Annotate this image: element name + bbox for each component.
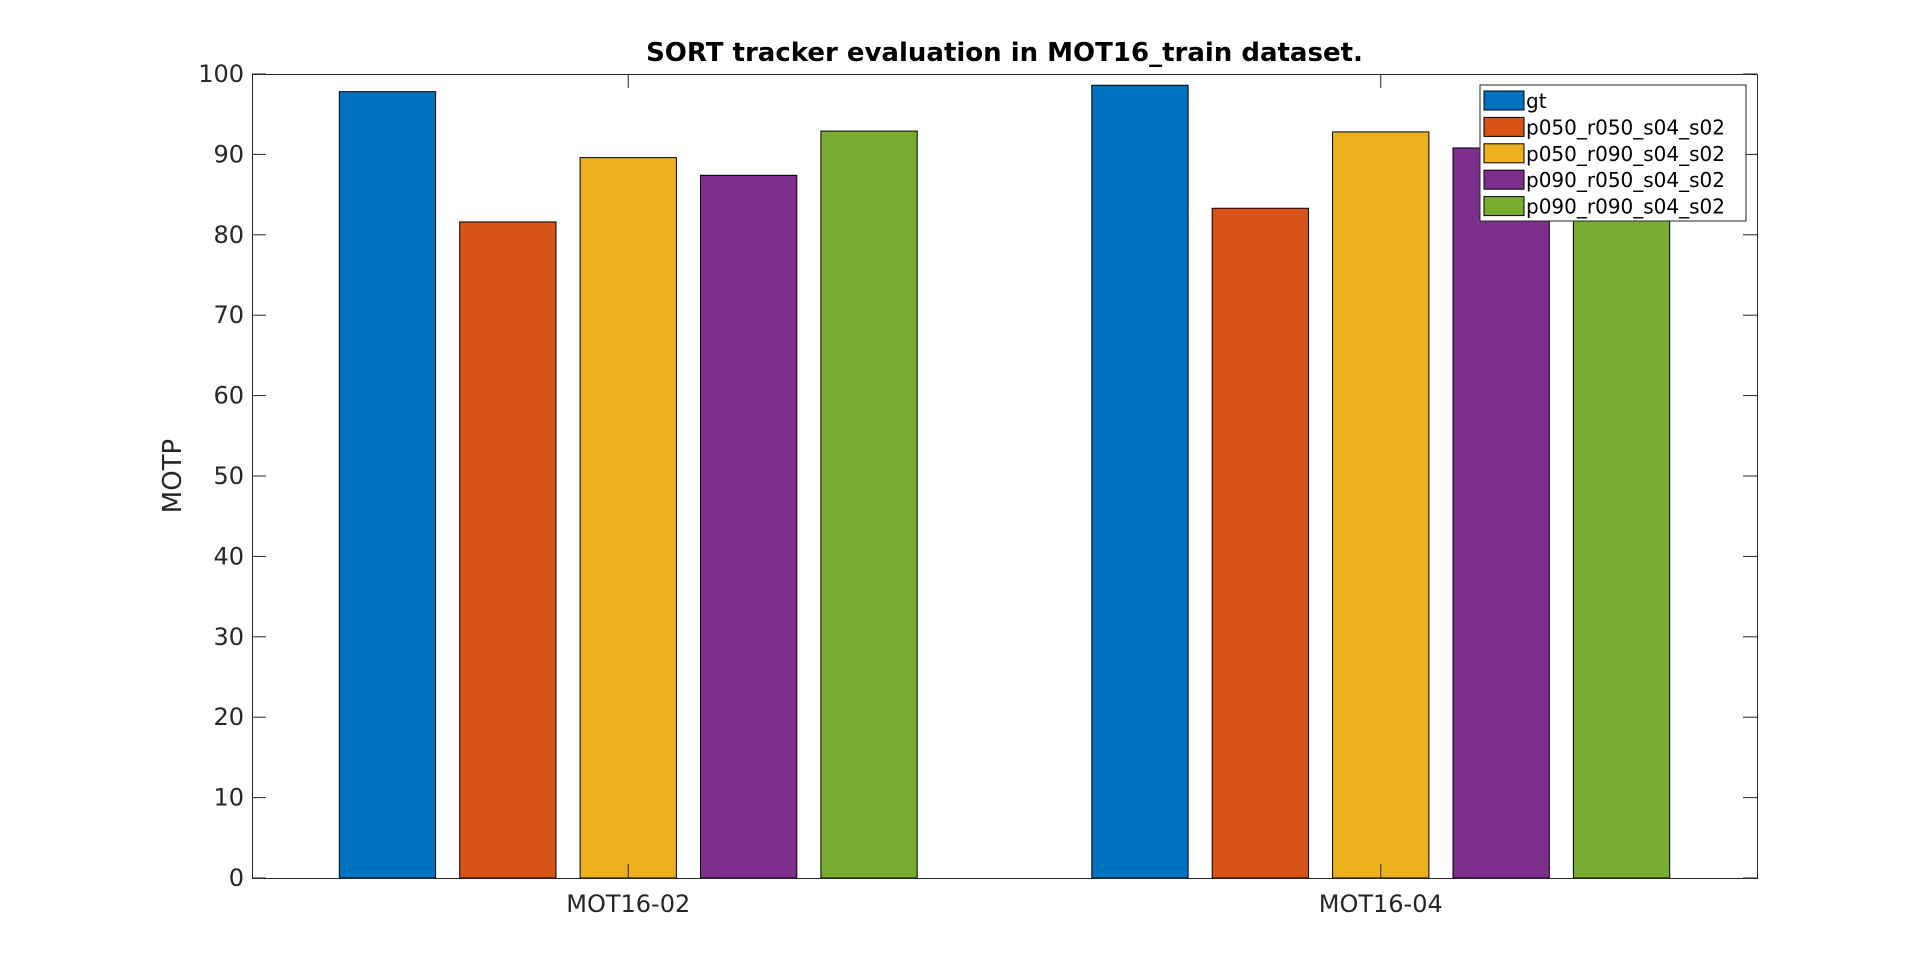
x-tick-label-mot16-02: MOT16-02 <box>566 890 690 918</box>
bar-mot16-02-gt <box>338 91 437 879</box>
y-tick-label: 0 <box>229 864 244 892</box>
chart-title: SORT tracker evaluation in MOT16_train d… <box>646 38 1363 68</box>
legend-label-gt: gt <box>1526 89 1547 113</box>
y-tick-label: 10 <box>213 784 244 812</box>
legend-label-p050-r090-s04-s02: p050_r090_s04_s02 <box>1526 142 1725 166</box>
y-tick-label: 100 <box>198 60 244 88</box>
y-axis-label: MOTP <box>158 439 188 513</box>
bar-mot16-02-p050-r050-s04-s02 <box>459 221 557 879</box>
legend-label-p050-r050-s04-s02: p050_r050_s04_s02 <box>1526 115 1725 139</box>
legend-label-p090-r090-s04-s02: p090_r090_s04_s02 <box>1526 195 1725 219</box>
bar-mot16-04-p090-r050-s04-s02 <box>1452 147 1550 879</box>
bar-mot16-04-p050-r090-s04-s02 <box>1332 131 1430 879</box>
ticks-group: 0 10 20 30 40 50 60 70 80 90 100 MOT16-02 MOT16-04 <box>198 60 1757 918</box>
x-tick-label-mot16-04: MOT16-04 <box>1319 890 1443 918</box>
y-tick-label: 90 <box>213 140 244 168</box>
bar-mot16-04-gt <box>1091 84 1189 879</box>
legend-swatch-p050-r090-s04-s02 <box>1483 143 1525 164</box>
legend: gtp050_r050_s04_s02p050_r090_s04_s02p090… <box>1479 84 1747 222</box>
y-tick-label: 70 <box>213 301 244 329</box>
bar-mot16-02-p090-r090-s04-s02 <box>820 130 918 879</box>
y-tick-label: 50 <box>213 462 244 490</box>
y-tick-label: 30 <box>213 623 244 651</box>
bar-mot16-04-p090-r090-s04-s02 <box>1572 116 1671 879</box>
plot-frame <box>252 74 1758 879</box>
bar-mot16-02-p050-r090-s04-s02 <box>579 157 677 879</box>
y-tick-label: 20 <box>213 703 244 731</box>
bars-group <box>338 84 1671 879</box>
legend-swatch-p090-r090-s04-s02 <box>1483 196 1525 217</box>
legend-swatch-p090-r050-s04-s02 <box>1483 169 1525 190</box>
legend-label-p090-r050-s04-s02: p090_r050_s04_s02 <box>1526 168 1725 192</box>
legend-swatch-p050-r050-s04-s02 <box>1483 116 1525 137</box>
y-tick-label: 60 <box>213 382 244 410</box>
bar-mot16-04-p050-r050-s04-s02 <box>1211 207 1310 879</box>
y-tick-label: 40 <box>213 542 244 570</box>
bar-mot16-02-p090-r050-s04-s02 <box>699 174 798 879</box>
y-tick-label: 80 <box>213 221 244 249</box>
legend-swatch-gt <box>1483 90 1525 111</box>
